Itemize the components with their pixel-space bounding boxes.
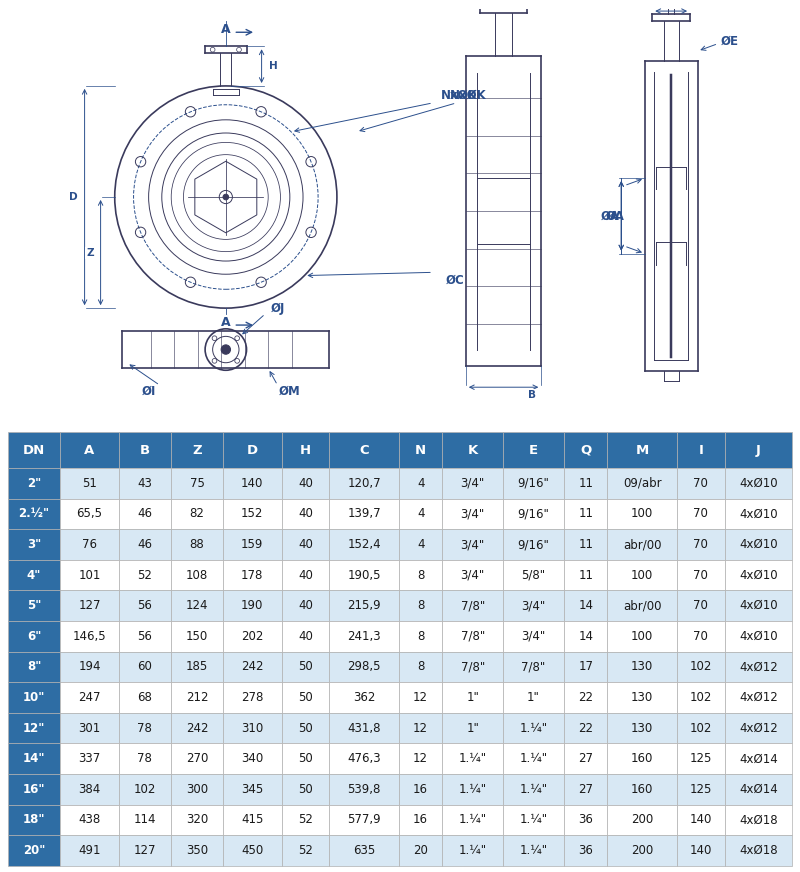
Text: D: D [69, 192, 78, 202]
Circle shape [223, 194, 229, 200]
Text: NxØK: NxØK [450, 89, 487, 102]
Text: A: A [221, 23, 230, 36]
Text: ØA: ØA [606, 209, 624, 222]
Text: ØE: ØE [721, 35, 738, 48]
Text: H: H [270, 61, 278, 72]
Text: Z: Z [86, 248, 94, 257]
Text: NxØK: NxØK [441, 89, 478, 102]
Text: B: B [528, 390, 536, 399]
Text: ØI: ØI [142, 385, 156, 398]
Text: ØJ: ØJ [270, 302, 285, 315]
Text: ØM: ØM [279, 385, 301, 398]
Text: ØC: ØC [446, 274, 464, 286]
Text: A: A [221, 316, 230, 329]
Text: ØA: ØA [601, 209, 619, 222]
Circle shape [221, 344, 230, 354]
